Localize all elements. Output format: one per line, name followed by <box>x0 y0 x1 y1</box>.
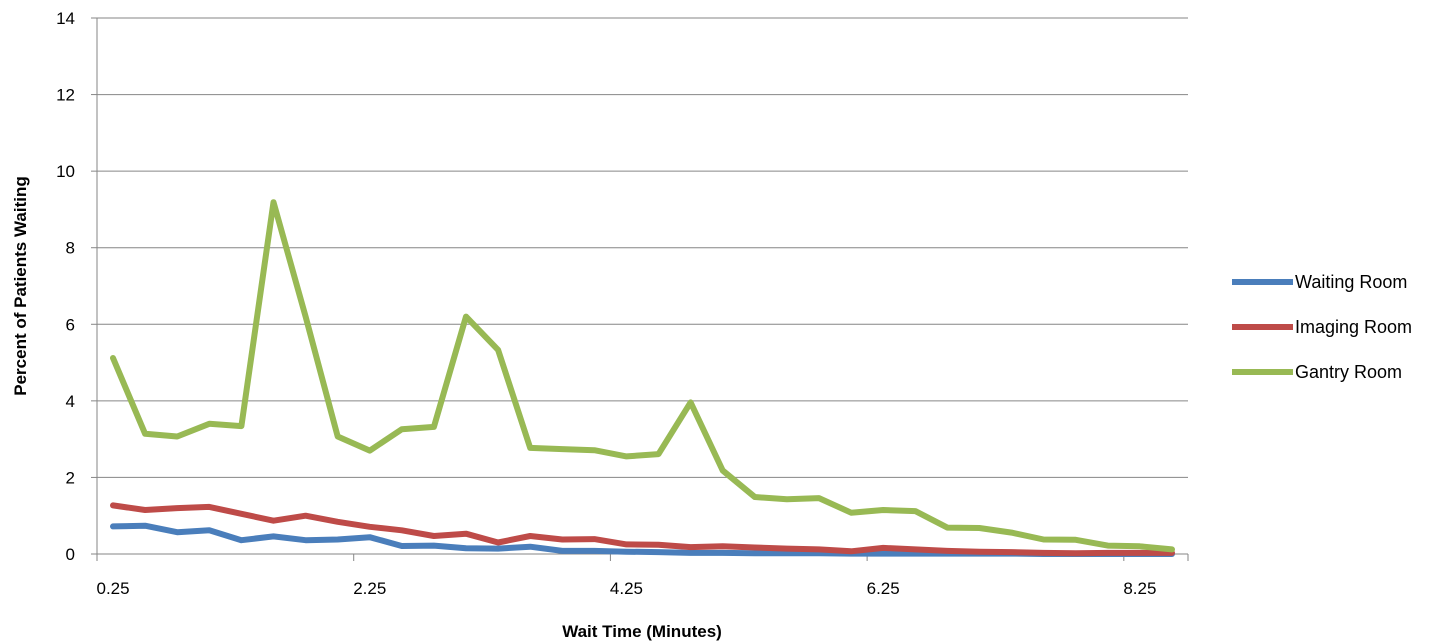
legend-label: Gantry Room <box>1295 362 1402 382</box>
legend-label: Waiting Room <box>1295 272 1407 292</box>
x-tick-label: 8.25 <box>1123 579 1156 598</box>
x-tick-label: 2.25 <box>353 579 386 598</box>
legend-item-waiting-room: Waiting Room <box>1232 272 1407 292</box>
series-lines <box>110 199 1175 557</box>
y-tick-label: 6 <box>66 315 75 334</box>
legend-item-imaging-room: Imaging Room <box>1232 317 1412 337</box>
y-tick-label: 10 <box>56 162 75 181</box>
series-line-imaging-room <box>110 502 1175 557</box>
y-axis-tick-labels: 0 2 4 6 8 10 12 14 <box>56 9 75 564</box>
series-line-gantry-room <box>110 199 1175 553</box>
y-tick-label: 4 <box>66 392 75 411</box>
x-tick-label: 4.25 <box>610 579 643 598</box>
y-tick-label: 14 <box>56 9 75 28</box>
y-tick-label: 0 <box>66 545 75 564</box>
y-tick-label: 12 <box>56 86 75 105</box>
y-axis-title: Percent of Patients Waiting <box>11 176 30 395</box>
legend: Waiting Room Imaging Room Gantry Room <box>1232 272 1412 382</box>
x-tick-label: 6.25 <box>867 579 900 598</box>
x-axis-tick-labels: 0.25 2.25 4.25 6.25 8.25 <box>96 579 1156 598</box>
legend-item-gantry-room: Gantry Room <box>1232 362 1402 382</box>
y-tick-label: 8 <box>66 239 75 258</box>
gridlines <box>91 17 1188 555</box>
legend-label: Imaging Room <box>1295 317 1412 337</box>
x-axis-title: Wait Time (Minutes) <box>562 622 722 641</box>
y-tick-label: 2 <box>66 468 75 487</box>
x-tick-label: 0.25 <box>96 579 129 598</box>
